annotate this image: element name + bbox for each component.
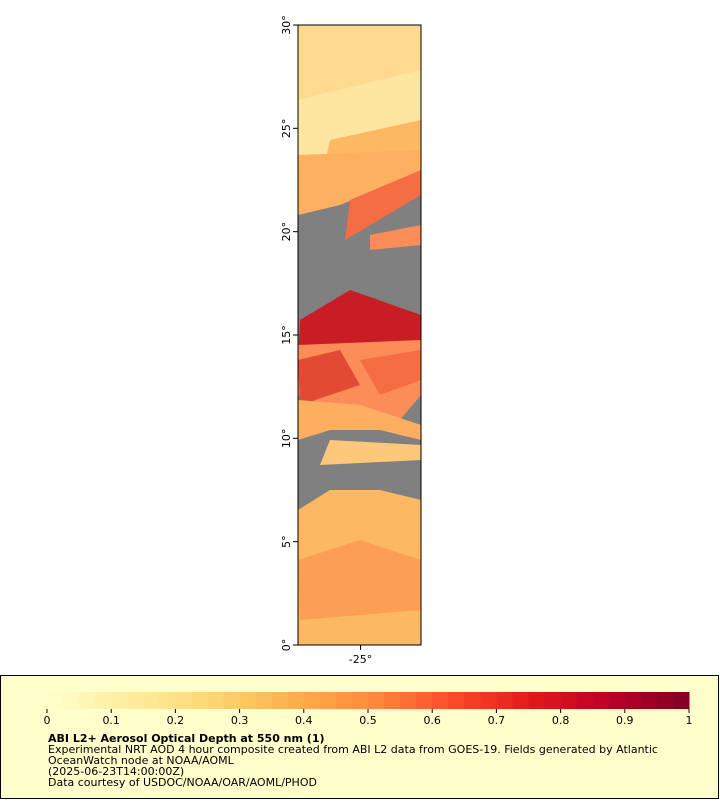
lat-tick-label: 20° <box>280 222 293 242</box>
colorbar-step <box>239 692 257 709</box>
legend-line: Experimental NRT AOD 4 hour composite cr… <box>48 743 658 756</box>
colorbar-step <box>95 692 112 709</box>
legend-line: Data courtesy of USDOC/NOAA/OAR/AOML/PHO… <box>48 776 317 789</box>
colorbar-step <box>464 692 481 709</box>
colorbar-step <box>512 692 529 709</box>
colorbar-step <box>592 692 610 709</box>
colorbar-step <box>111 692 128 709</box>
colorbar-step <box>576 692 594 709</box>
colorbar-step <box>672 692 690 709</box>
legend-line: (2025-06-23T14:00:00Z) <box>48 765 184 778</box>
colorbar-step <box>656 692 674 709</box>
map-raster <box>298 25 421 645</box>
colorbar-step <box>47 692 64 709</box>
legend-title: ABI L2+ Aerosol Optical Depth at 550 nm … <box>48 732 325 745</box>
map-axes: 0° 5° 10° 15° 20° 25° 30° -25° <box>280 15 372 666</box>
colorbar-step <box>400 692 417 709</box>
colorbar-step <box>351 692 369 709</box>
colorbar-step <box>175 692 192 709</box>
colorbar-step <box>127 692 144 709</box>
colorbar-tick-label: 0.3 <box>231 714 249 727</box>
colorbar-step <box>368 692 385 709</box>
colorbar-step <box>560 692 578 709</box>
colorbar-tick-label: 0.9 <box>616 714 634 727</box>
colorbar-step <box>384 692 401 709</box>
colorbar-tick-label: 0.6 <box>423 714 441 727</box>
colorbar-step <box>63 692 80 709</box>
colorbar-tick-label: 1 <box>686 714 693 727</box>
colorbar-step <box>207 692 225 709</box>
colorbar-tick-label: 0.7 <box>488 714 506 727</box>
colorbar-tick-label: 0.8 <box>552 714 570 727</box>
colorbar-step <box>608 692 626 709</box>
colorbar-step <box>287 692 305 709</box>
colorbar-step <box>271 692 289 709</box>
lon-tick-label: -25° <box>349 653 372 666</box>
colorbar-step <box>528 692 546 709</box>
colorbar-step <box>143 692 160 709</box>
colorbar-tick-label: 0 <box>44 714 51 727</box>
colorbar: 0 0.1 0.2 0.3 0.4 0.5 0.6 0.7 0.8 0.9 1 <box>44 692 693 727</box>
colorbar-step <box>319 692 337 709</box>
colorbar-step <box>255 692 273 709</box>
colorbar-step <box>432 692 449 709</box>
colorbar-step <box>159 692 176 709</box>
colorbar-step <box>496 692 513 709</box>
colorbar-step <box>335 692 353 709</box>
lat-tick-label: 5° <box>280 535 293 548</box>
colorbar-step <box>303 692 321 709</box>
lat-tick-label: 10° <box>280 429 293 449</box>
lat-tick-label: 15° <box>280 325 293 345</box>
colorbar-step <box>640 692 658 709</box>
lat-tick-label: 0° <box>280 639 293 652</box>
colorbar-step <box>79 692 96 709</box>
colorbar-step <box>624 692 642 709</box>
colorbar-step <box>544 692 562 709</box>
colorbar-tick-label: 0.4 <box>295 714 313 727</box>
colorbar-tick-label: 0.5 <box>359 714 377 727</box>
legend-line: OceanWatch node at NOAA/AOML <box>48 754 235 767</box>
colorbar-tick-label: 0.1 <box>102 714 120 727</box>
lat-tick-label: 25° <box>280 119 293 139</box>
colorbar-step <box>223 692 241 709</box>
colorbar-step <box>448 692 465 709</box>
lat-tick-label: 30° <box>280 15 293 35</box>
colorbar-tick-label: 0.2 <box>167 714 185 727</box>
colorbar-step <box>480 692 497 709</box>
colorbar-step <box>416 692 433 709</box>
colorbar-step <box>191 692 208 709</box>
